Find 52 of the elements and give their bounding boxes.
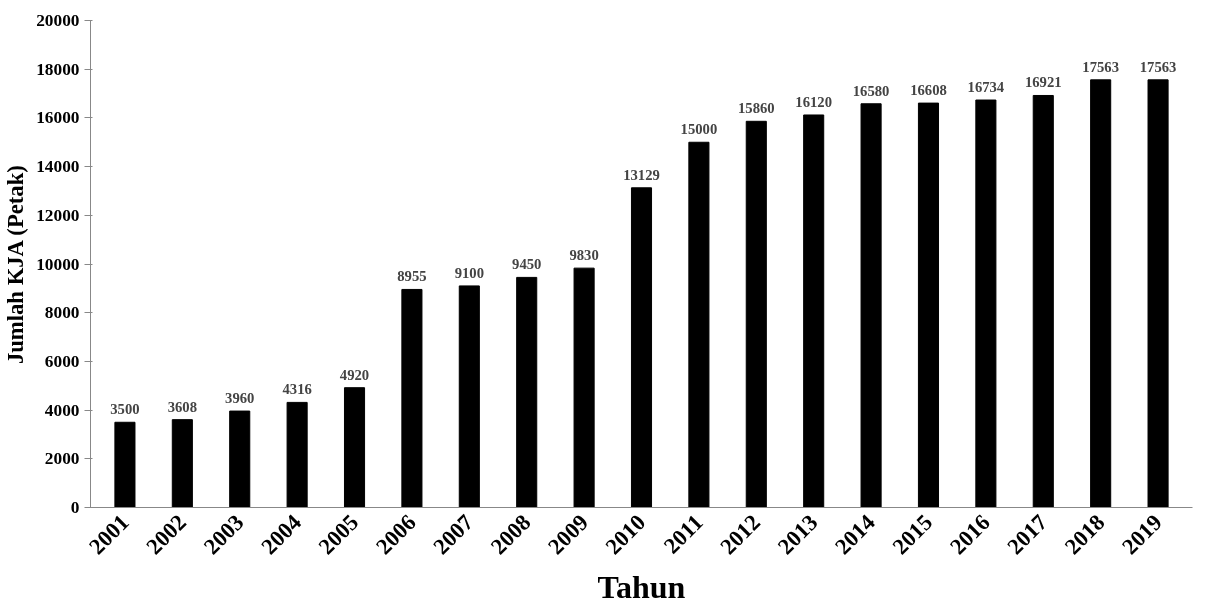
y-tick-label: 16000 <box>36 108 80 128</box>
data-label: 4920 <box>339 366 370 383</box>
bar <box>917 102 940 508</box>
bar <box>229 410 251 508</box>
bar <box>114 421 136 508</box>
y-tick-label: 10000 <box>36 254 80 274</box>
data-label: 3960 <box>225 390 255 407</box>
y-tick-label: 6000 <box>44 351 80 371</box>
data-label: 3500 <box>110 401 140 418</box>
data-label: 9450 <box>512 256 542 273</box>
y-tick-label: 12000 <box>36 205 80 225</box>
data-label: 15000 <box>680 121 718 138</box>
bar <box>745 120 767 508</box>
y-axis-title: Jumlah KJA (Petak) <box>3 165 29 365</box>
x-tick-label: 2011 <box>658 509 708 559</box>
data-label: 16120 <box>795 93 833 110</box>
y-tick-label: 0 <box>70 498 80 517</box>
y-tick-label: 14000 <box>36 157 80 177</box>
y-tick-label: 4000 <box>44 400 80 420</box>
data-label: 9100 <box>454 264 484 281</box>
x-axis-title: Tahun <box>597 569 686 606</box>
data-label: 16921 <box>1024 74 1062 91</box>
bar <box>1032 94 1054 508</box>
bar <box>975 99 997 508</box>
data-label: 13129 <box>623 166 660 183</box>
data-label: 8955 <box>397 268 427 285</box>
bar <box>401 288 423 508</box>
bar <box>860 103 882 508</box>
bar <box>516 276 538 508</box>
y-tick-label: 2000 <box>44 449 80 469</box>
data-label: 17563 <box>1139 58 1177 75</box>
data-label: 16734 <box>967 79 1005 96</box>
bar <box>343 387 366 508</box>
y-tick-label: 8000 <box>44 303 80 323</box>
bar <box>286 401 308 508</box>
bar <box>171 419 193 508</box>
bar <box>1147 79 1169 508</box>
data-label: 16580 <box>852 82 890 99</box>
y-tick-label: 18000 <box>36 59 80 79</box>
bar <box>688 141 710 508</box>
bar <box>458 285 480 508</box>
data-label: 15860 <box>737 100 775 117</box>
data-label: 17563 <box>1082 58 1119 75</box>
data-label: 16608 <box>910 82 947 99</box>
data-label: 4316 <box>282 381 312 398</box>
bar <box>803 114 825 508</box>
bar <box>1090 79 1112 508</box>
data-label: 3608 <box>167 398 197 415</box>
bar <box>573 267 595 508</box>
bar <box>630 187 653 508</box>
y-tick-label: 20000 <box>36 11 80 30</box>
data-label: 9830 <box>569 247 599 264</box>
